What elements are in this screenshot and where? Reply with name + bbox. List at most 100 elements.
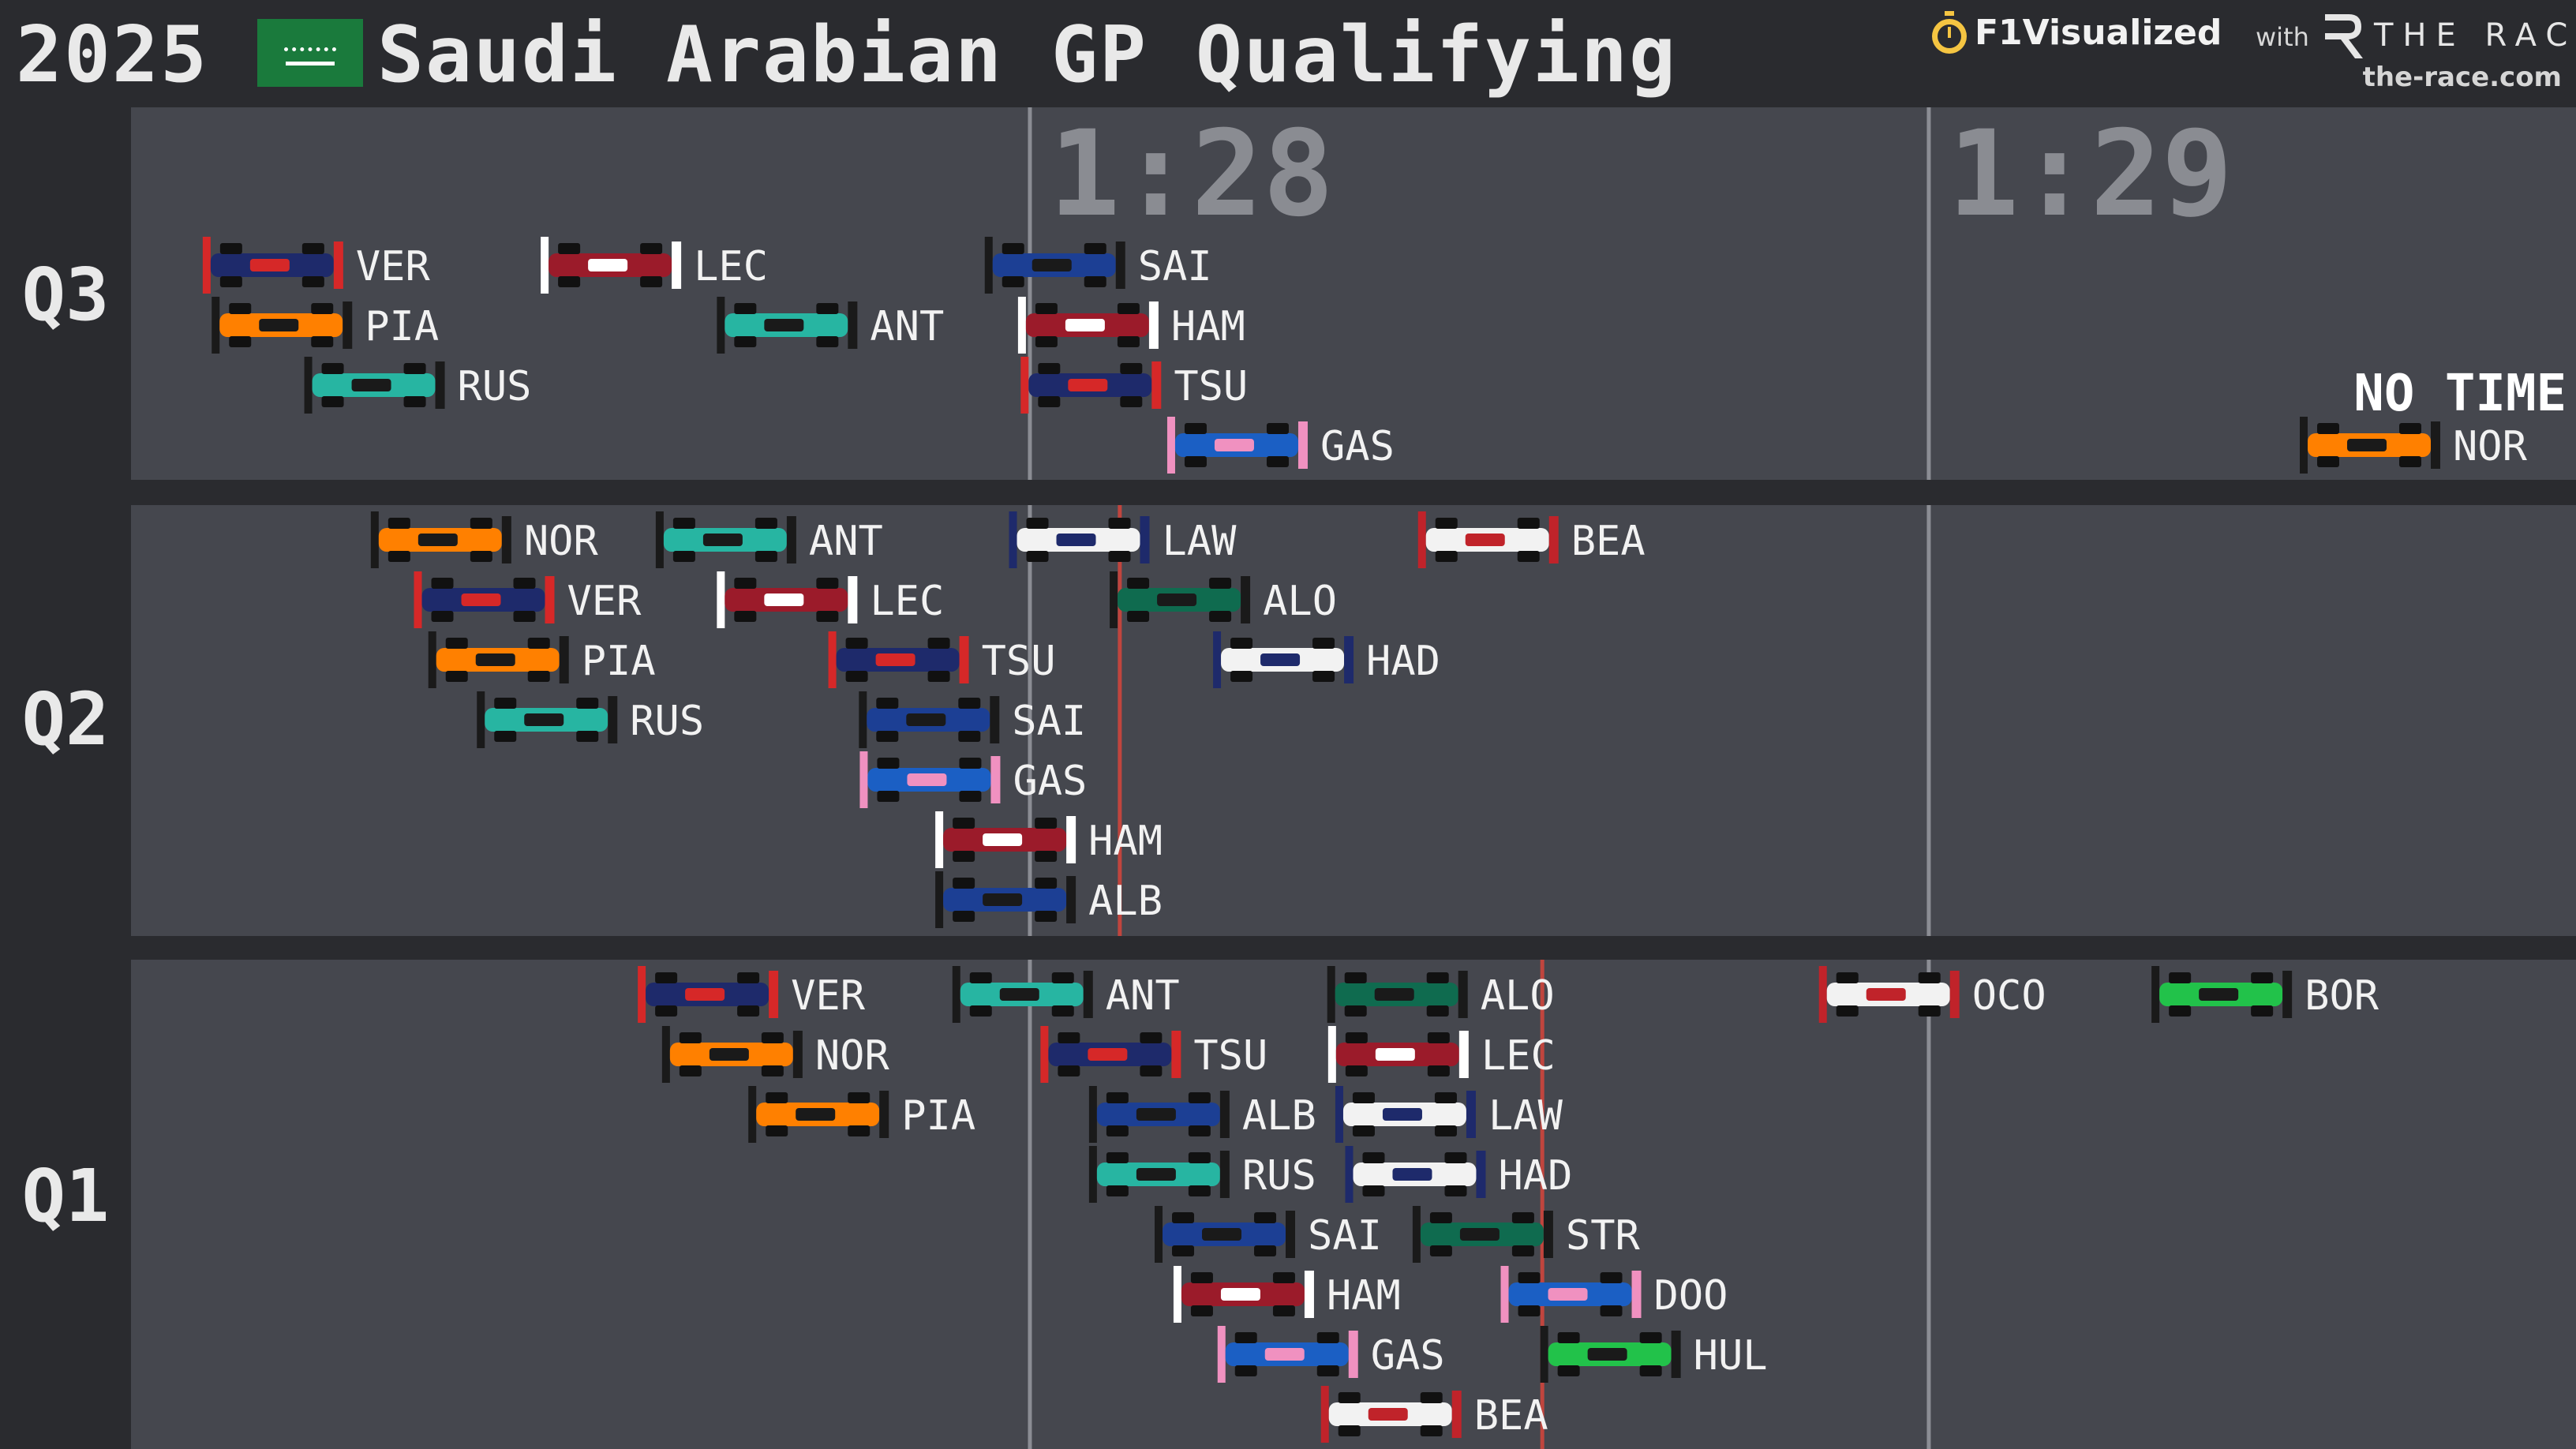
car-wheel	[848, 1092, 871, 1103]
brand-block: F1Visualized with THE RACE the-race.com	[1915, 9, 2576, 96]
car-wheel	[1266, 423, 1289, 434]
car-accent	[1065, 319, 1105, 331]
car-q3-nor	[2300, 417, 2440, 474]
rear-wing	[655, 511, 664, 568]
front-wing	[1458, 971, 1468, 1018]
rear-wing	[1412, 1206, 1421, 1263]
car-wheel	[734, 611, 757, 622]
front-wing	[545, 576, 555, 623]
car-wheel	[1108, 518, 1131, 529]
car-accent	[588, 259, 628, 271]
car-q1-hul	[1540, 1326, 1681, 1383]
rear-wing	[1540, 1326, 1548, 1383]
driver-label-q2-gas: GAS	[1013, 758, 1087, 805]
car-wheel	[470, 551, 492, 562]
front-wing	[1344, 636, 1354, 683]
car-wheel	[672, 518, 695, 529]
front-wing	[672, 242, 682, 289]
car-wheel	[1836, 1005, 1859, 1017]
rear-wing	[1818, 966, 1827, 1023]
car-q1-oco	[1818, 966, 1960, 1023]
car-wheel	[1429, 1245, 1452, 1256]
tick-label-1: 1:29	[1948, 106, 2233, 243]
car-wheel	[527, 638, 550, 649]
front-wing	[1458, 1031, 1469, 1078]
car-wheel	[958, 698, 981, 709]
car-wheel	[927, 671, 950, 682]
car-wheel	[2317, 456, 2339, 467]
car-accent	[1382, 1108, 1422, 1121]
front-wing	[1066, 876, 1076, 923]
car-wheel	[1140, 1032, 1163, 1043]
car-wheel	[445, 671, 468, 682]
car-accent	[983, 893, 1023, 906]
car-q2-had	[1213, 631, 1354, 688]
car-q1-ver	[638, 966, 779, 1023]
driver-label-q2-ver: VER	[567, 578, 642, 625]
front-wing	[1949, 971, 1960, 1018]
car-accent	[999, 988, 1039, 1001]
car-wheel	[734, 303, 757, 314]
driver-label-q1-oco: OCO	[1972, 972, 2046, 1020]
car-wheel	[816, 336, 839, 347]
car-wheel	[388, 551, 410, 562]
car-wheel	[470, 518, 492, 529]
driver-label-q2-nor: NOR	[524, 518, 599, 565]
car-wheel	[766, 1125, 788, 1136]
rear-wing	[304, 357, 313, 414]
driver-label-q1-ant: ANT	[1106, 972, 1180, 1020]
car-wheel	[1188, 1125, 1211, 1136]
car-wheel	[1518, 1272, 1541, 1283]
car-q2-alo	[1110, 571, 1251, 628]
car-wheel	[1038, 396, 1061, 407]
car-q3-lec	[541, 237, 682, 294]
session-label-q2: Q2	[21, 677, 110, 762]
driver-label-q2-lec: LEC	[870, 578, 944, 625]
car-q2-lec	[717, 571, 858, 628]
driver-label-q1-pia: PIA	[901, 1092, 975, 1140]
car-accent	[875, 653, 915, 666]
car-q1-gas	[1217, 1326, 1358, 1383]
car-q2-sai	[859, 691, 1000, 748]
car-wheel	[816, 303, 839, 314]
car-wheel	[558, 243, 581, 254]
car-accent	[983, 833, 1023, 846]
car-wheel	[1338, 1392, 1361, 1403]
rear-wing	[1327, 966, 1335, 1023]
car-q2-law	[1009, 511, 1150, 568]
brand-with: with	[2256, 22, 2309, 52]
car-wheel	[403, 396, 426, 407]
car-wheel	[1120, 363, 1143, 374]
car-q1-str	[1412, 1206, 1553, 1263]
car-wheel	[1002, 243, 1024, 254]
car-wheel	[1420, 1392, 1443, 1403]
car-wheel	[301, 243, 324, 254]
car-wheel	[1002, 276, 1024, 287]
rear-wing	[1009, 511, 1017, 568]
car-wheel	[2251, 972, 2274, 983]
car-q2-nor	[370, 511, 511, 568]
car-wheel	[1836, 972, 1859, 983]
front-wing	[2282, 971, 2293, 1018]
front-wing	[1286, 1211, 1296, 1258]
driver-label-q3-tsu: TSU	[1174, 363, 1248, 410]
front-wing	[1083, 971, 1093, 1018]
car-wheel	[494, 731, 517, 742]
driver-label-q3-sai: SAI	[1138, 243, 1212, 290]
car-accent	[702, 534, 743, 546]
car-wheel	[953, 878, 975, 889]
car-wheel	[1117, 303, 1140, 314]
car-wheel	[1338, 1425, 1361, 1436]
front-wing	[769, 971, 779, 1018]
rear-wing	[1320, 1386, 1329, 1443]
car-wheel	[558, 276, 581, 287]
driver-label-q1-sai: SAI	[1308, 1212, 1382, 1260]
car-accent	[1136, 1108, 1176, 1121]
front-wing	[848, 301, 858, 349]
car-wheel	[1312, 671, 1335, 682]
car-wheel	[737, 1005, 760, 1017]
rear-wing	[428, 631, 436, 688]
car-wheel	[1035, 818, 1058, 829]
driver-label-q2-alb: ALB	[1088, 878, 1163, 925]
car-q1-pia	[748, 1086, 889, 1143]
